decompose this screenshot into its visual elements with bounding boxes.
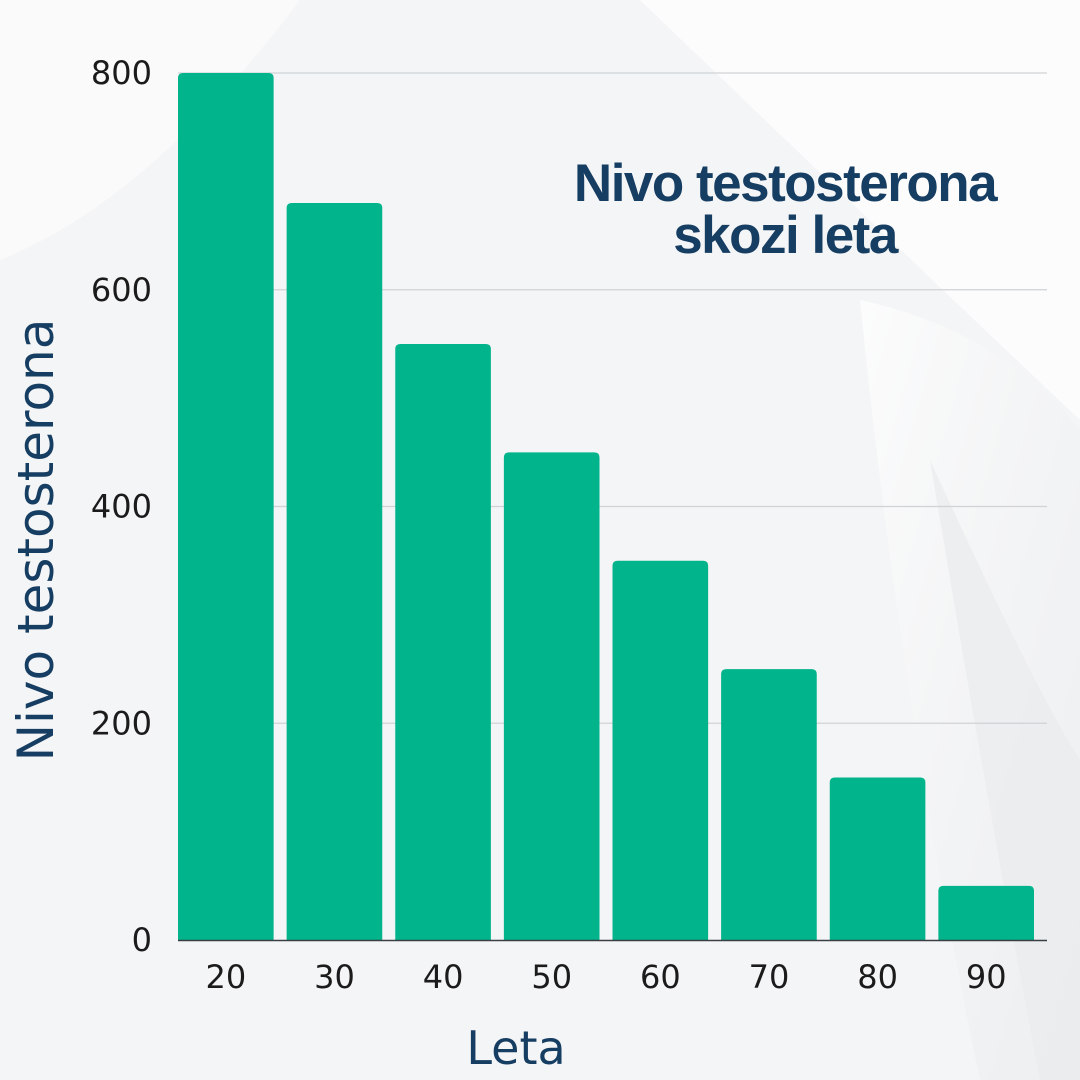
y-axis-label: Nivo testosterona bbox=[7, 318, 65, 762]
y-tick-label: 600 bbox=[91, 271, 152, 309]
chart-title-line-2: skozi leta bbox=[673, 206, 898, 265]
chart-title-line-1: Nivo testosterona bbox=[573, 154, 998, 213]
y-tick-label: 0 bbox=[132, 921, 152, 959]
x-tick-label: 20 bbox=[205, 958, 246, 996]
bar-60 bbox=[612, 560, 709, 940]
x-tick-label: 80 bbox=[857, 958, 898, 996]
y-tick-label: 800 bbox=[91, 54, 152, 92]
x-tick-label: 40 bbox=[423, 958, 464, 996]
x-axis-label: Leta bbox=[466, 1021, 566, 1075]
bar-30 bbox=[286, 203, 383, 941]
bar-90 bbox=[938, 885, 1034, 940]
bar-70 bbox=[721, 669, 817, 940]
bars bbox=[178, 73, 1034, 941]
bar-20 bbox=[178, 73, 274, 940]
bar-40 bbox=[395, 343, 491, 940]
y-axis-ticks: 0 200 400 600 800 bbox=[91, 54, 152, 959]
bar-50 bbox=[503, 452, 600, 940]
chart-title: Nivo testosterona skozi leta bbox=[500, 154, 1070, 265]
x-axis-ticks: 20 30 40 50 60 70 80 90 bbox=[205, 958, 1006, 996]
bar-80 bbox=[829, 777, 926, 940]
x-tick-label: 60 bbox=[640, 958, 681, 996]
x-tick-label: 70 bbox=[749, 958, 790, 996]
y-tick-label: 400 bbox=[91, 488, 152, 526]
x-tick-label: 50 bbox=[531, 958, 572, 996]
y-tick-label: 200 bbox=[91, 704, 152, 742]
x-tick-label: 90 bbox=[966, 958, 1007, 996]
x-tick-label: 30 bbox=[314, 958, 355, 996]
